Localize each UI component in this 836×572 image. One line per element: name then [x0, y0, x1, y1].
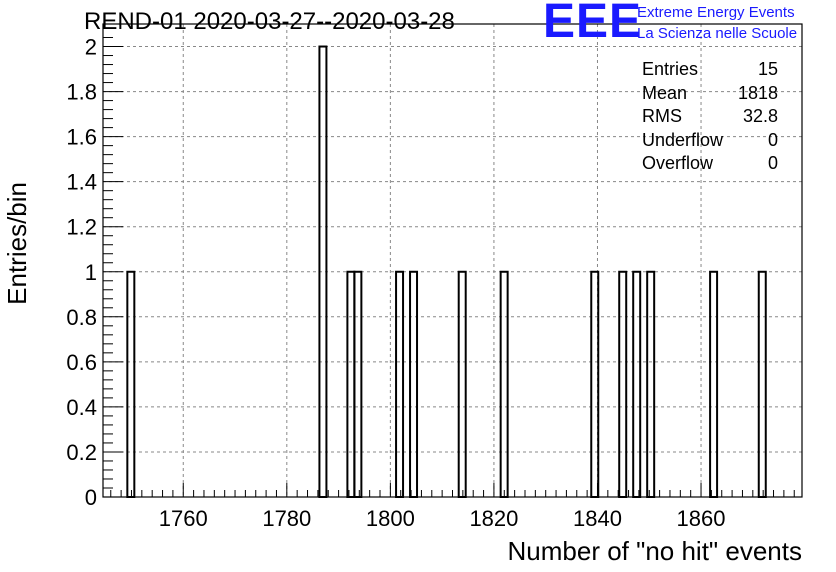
y-tick-label: 2	[85, 35, 97, 60]
x-tick-label: 1860	[677, 506, 726, 531]
stat-row-underflow: Underflow 0	[636, 129, 782, 153]
y-axis-ticks: 0 0.2 0.4 0.6 0.8 1 1.2 1.4 1.6 1.8 2	[66, 28, 123, 510]
chart-title: REND-01 2020-03-27--2020-03-28	[84, 8, 455, 35]
stat-label: Underflow	[642, 129, 724, 150]
stat-value: 0	[767, 153, 778, 173]
grid-lines	[103, 24, 802, 497]
y-tick-label: 1.8	[66, 80, 97, 105]
histogram-bar	[499, 270, 509, 498]
y-tick-label: 0	[85, 485, 97, 510]
stat-value: 0	[767, 129, 778, 150]
stats-box: Entries 15 Mean 1818 RMS 32.8 Underflow …	[636, 58, 782, 176]
stat-label: Entries	[642, 59, 699, 79]
histogram-bar	[632, 270, 642, 498]
y-tick-label: 0.8	[66, 305, 97, 330]
logo-line-1: Extreme Energy Events	[637, 4, 795, 21]
stat-label: RMS	[642, 106, 682, 126]
histogram-bar	[618, 270, 628, 498]
histogram-bar	[757, 270, 767, 498]
histogram-bar	[646, 270, 656, 498]
histogram-bar	[709, 270, 719, 498]
stat-row-entries: Entries 15	[636, 58, 782, 82]
x-tick-label: 1820	[469, 506, 518, 531]
stat-label: Overflow	[642, 153, 714, 173]
y-tick-label: 1.2	[66, 215, 97, 240]
histogram-bar	[346, 270, 356, 498]
histogram-bar	[353, 270, 363, 498]
stat-value: 32.8	[742, 106, 778, 126]
x-tick-label: 1760	[159, 506, 208, 531]
stat-row-rms: RMS 32.8	[636, 105, 782, 129]
stat-row-overflow: Overflow 0	[636, 152, 782, 176]
x-axis-label: Number of "no hit" events	[507, 536, 803, 566]
x-axis-ticks: 1760 1780 1800 1820 1840 1860	[110, 483, 795, 531]
stat-value: 1818	[737, 82, 778, 103]
y-tick-label: 0.2	[66, 440, 97, 465]
histogram-bar	[409, 270, 419, 498]
histogram-bar	[457, 270, 467, 498]
y-tick-label: 1	[85, 260, 97, 285]
stat-value: 15	[757, 59, 778, 79]
logo-line-2: La Scienza nelle Scuole	[637, 25, 798, 42]
y-tick-label: 1.6	[66, 125, 97, 150]
y-axis-label: Entries/bin	[2, 182, 32, 305]
eee-logo-mark: EEE	[543, 0, 643, 48]
histogram-bar	[395, 270, 405, 498]
x-tick-label: 1840	[573, 506, 622, 531]
eee-logo: EEE Extreme Energy Events La Scienza nel…	[543, 0, 833, 48]
y-tick-label: 0.6	[66, 350, 97, 375]
histogram-bar	[126, 270, 136, 498]
x-tick-label: 1800	[366, 506, 415, 531]
y-tick-label: 1.4	[66, 170, 97, 195]
x-tick-label: 1780	[262, 506, 311, 531]
stat-row-mean: Mean 1818	[636, 82, 782, 106]
y-tick-label: 0.4	[66, 395, 97, 420]
stat-label: Mean	[642, 82, 688, 103]
